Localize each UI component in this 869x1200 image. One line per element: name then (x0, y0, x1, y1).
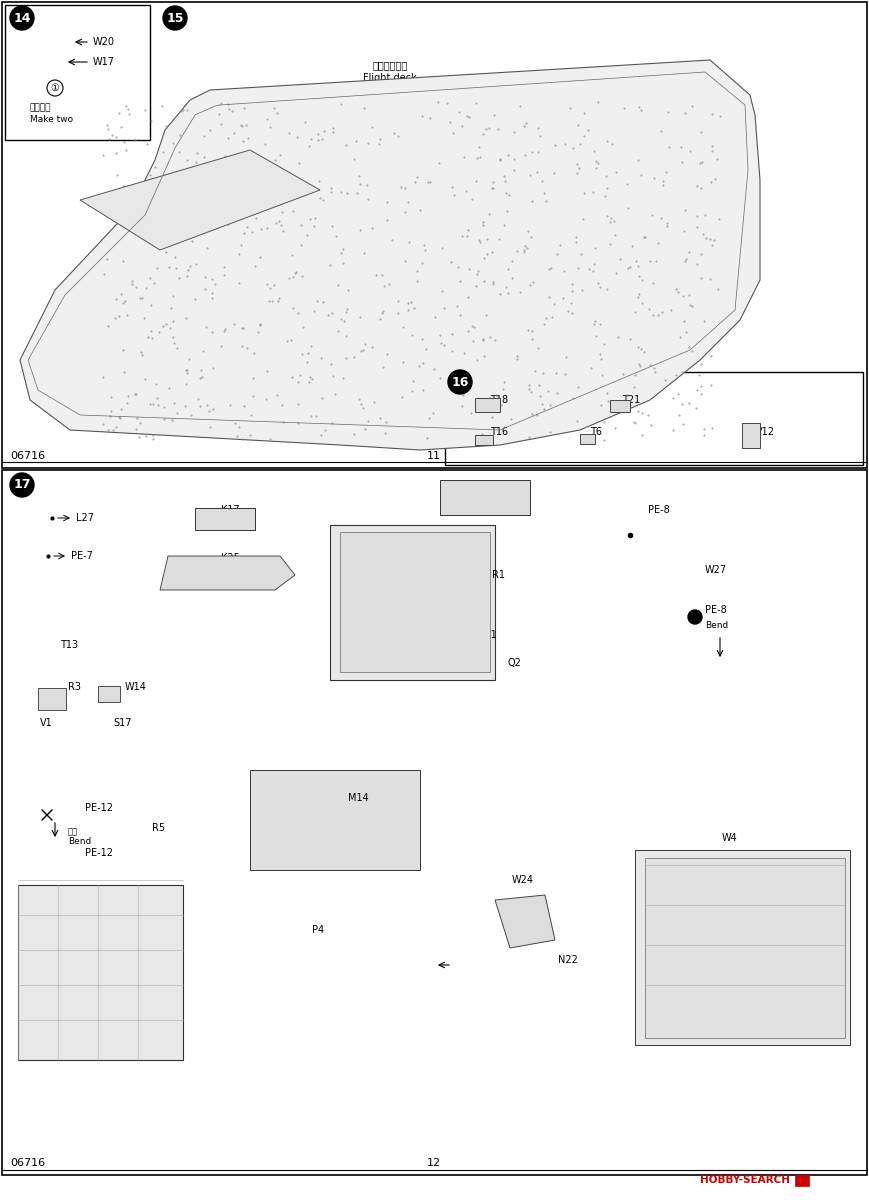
Text: T6: T6 (590, 427, 602, 437)
Text: K21: K21 (478, 630, 497, 640)
Text: 船首: 船首 (618, 314, 630, 325)
Text: Q2: Q2 (508, 658, 522, 668)
Polygon shape (20, 60, 760, 450)
Text: HOBBY-SEARCH: HOBBY-SEARCH (700, 1175, 790, 1186)
Text: S17: S17 (113, 718, 131, 728)
Text: T16: T16 (490, 427, 508, 437)
Bar (340, 532, 490, 672)
Bar (2, 470, 867, 1175)
Text: P4: P4 (312, 925, 324, 935)
Text: V1: V1 (40, 718, 53, 728)
Text: 06716: 06716 (10, 1158, 45, 1168)
Bar (98, 686, 120, 702)
Text: W27: W27 (705, 565, 727, 575)
Bar (440, 480, 530, 515)
Bar (330, 526, 495, 680)
Text: BOW: BOW (618, 328, 642, 338)
Polygon shape (160, 556, 295, 590)
Text: T13: T13 (60, 640, 78, 650)
Text: 16: 16 (451, 376, 468, 389)
Bar (742, 422, 760, 448)
Circle shape (10, 6, 34, 30)
Text: M4: M4 (763, 1003, 778, 1013)
Bar (475, 434, 493, 445)
Bar (445, 372, 863, 464)
Text: （飛行甲板）: （飛行甲板） (373, 60, 408, 70)
Text: W20: W20 (93, 37, 115, 47)
Text: M6: M6 (468, 485, 482, 494)
Bar (5, 5, 150, 140)
Text: PE-12: PE-12 (85, 848, 113, 858)
Text: L27: L27 (76, 514, 94, 523)
Text: R1: R1 (492, 570, 505, 580)
Text: M14: M14 (348, 793, 368, 803)
Polygon shape (80, 150, 320, 250)
Text: K25: K25 (221, 553, 240, 563)
Text: W14: W14 (125, 682, 147, 692)
Text: 17: 17 (13, 479, 30, 492)
Circle shape (448, 370, 472, 394)
Text: N22: N22 (558, 955, 578, 965)
Circle shape (688, 610, 702, 624)
Circle shape (163, 6, 187, 30)
Text: 12: 12 (427, 1158, 441, 1168)
Bar (2, 2, 867, 468)
Text: 15: 15 (166, 12, 183, 24)
Text: Bend: Bend (705, 620, 728, 630)
Text: PE-7: PE-7 (71, 551, 93, 560)
Text: L2: L2 (743, 877, 755, 887)
Text: W17: W17 (93, 56, 115, 67)
Bar (635, 850, 850, 1045)
Text: R3: R3 (68, 682, 81, 692)
Text: T1: T1 (390, 538, 402, 547)
Bar (38, 688, 66, 710)
Circle shape (10, 473, 34, 497)
Bar (18, 886, 183, 1060)
Text: 彎曲: 彎曲 (68, 828, 78, 836)
Text: 制作両組: 制作両組 (30, 103, 51, 113)
Text: ①: ① (50, 83, 59, 92)
Bar (795, 1175, 809, 1186)
Bar (645, 858, 845, 1038)
Text: K17: K17 (221, 505, 239, 515)
Text: R5: R5 (152, 823, 165, 833)
Text: T21: T21 (622, 395, 640, 404)
Text: Make two: Make two (30, 115, 73, 125)
Text: 11: 11 (427, 451, 441, 461)
Text: L32: L32 (758, 967, 776, 977)
Text: 06716: 06716 (10, 451, 45, 461)
Text: T18: T18 (490, 395, 508, 404)
Text: K9: K9 (748, 937, 760, 947)
Circle shape (47, 80, 63, 96)
Bar (250, 770, 420, 870)
Text: W24: W24 (512, 875, 534, 886)
Text: PE-12: PE-12 (85, 803, 113, 814)
Bar (195, 508, 255, 530)
Text: R4: R4 (533, 914, 546, 925)
Text: Flight deck: Flight deck (363, 73, 417, 83)
Text: N: N (797, 1178, 803, 1184)
Text: Bend: Bend (68, 838, 91, 846)
Text: W4: W4 (722, 833, 738, 842)
Text: PE-8: PE-8 (648, 505, 670, 515)
Text: PE-8: PE-8 (705, 605, 726, 614)
Text: V12: V12 (756, 427, 775, 437)
Bar (475, 398, 500, 412)
Text: 14: 14 (13, 12, 30, 24)
Bar (610, 400, 630, 412)
Polygon shape (495, 895, 555, 948)
Bar (580, 434, 595, 444)
